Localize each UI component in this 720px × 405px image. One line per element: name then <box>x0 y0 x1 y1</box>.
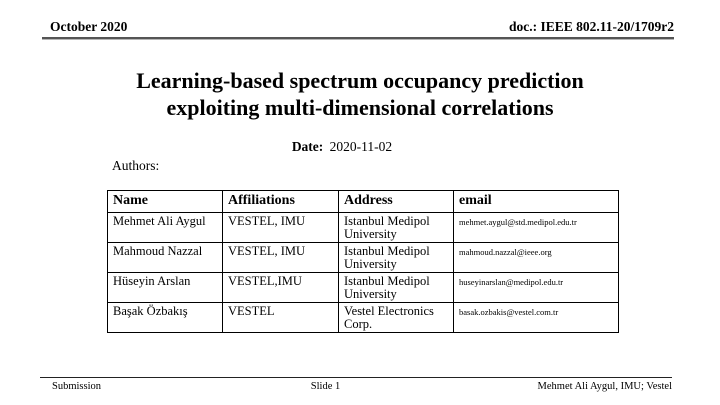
date-label: Date: <box>291 139 324 154</box>
footer-author-credit: Mehmet Ali Aygul, IMU; Vestel <box>537 381 673 392</box>
address-cell: Istanbul Medipol University <box>338 242 454 273</box>
header-month-year: October 2020 <box>50 19 128 34</box>
table-row: Hüseyin Arslan VESTEL,IMU Istanbul Medip… <box>107 272 619 303</box>
table-row: Mahmoud Nazzal VESTEL, IMU Istanbul Medi… <box>107 242 619 273</box>
name-cell: Başak Özbakış <box>107 302 223 333</box>
date-line: Date: 2020-11-02 <box>0 139 684 155</box>
email-cell: mehmet.aygul@std.medipol.edu.tr <box>453 212 619 243</box>
affiliations-cell: VESTEL, IMU <box>222 242 339 273</box>
date-value: 2020-11-02 <box>329 139 393 154</box>
affiliations-cell: VESTEL, IMU <box>222 212 339 243</box>
name-cell: Mahmoud Nazzal <box>107 242 223 273</box>
table-row: Başak Özbakış VESTEL Vestel Electronics … <box>107 302 619 333</box>
address-cell: Istanbul Medipol University <box>338 212 454 243</box>
name-cell: Mehmet Ali Aygul <box>107 212 223 243</box>
address-cell: Vestel Electronics Corp. <box>338 302 454 333</box>
affiliations-cell: VESTEL,IMU <box>222 272 339 303</box>
table-row: Mehmet Ali Aygul VESTEL, IMU Istanbul Me… <box>107 212 619 243</box>
email-cell: mahmoud.nazzal@ieee.org <box>453 242 619 273</box>
authors-table: Name Affiliations Address email Mehmet A… <box>107 190 619 333</box>
slide-title-line1: Learning-based spectrum occupancy predic… <box>136 68 584 93</box>
email-cell: huseyinarslan@medipol.edu.tr <box>453 272 619 303</box>
footer-submission-label: Submission <box>52 381 102 392</box>
email-cell: basak.ozbakis@vestel.com.tr <box>453 302 619 333</box>
column-header-affiliations: Affiliations <box>222 190 339 213</box>
affiliations-cell: VESTEL <box>222 302 339 333</box>
column-header-name: Name <box>107 190 223 213</box>
page-footer: Submission Slide 1 Mehmet Ali Aygul, IMU… <box>40 377 672 392</box>
footer-slide-number: Slide 1 <box>310 381 341 392</box>
page-header: October 2020 doc.: IEEE 802.11-20/1709r2 <box>42 19 674 39</box>
table-header-row: Name Affiliations Address email <box>107 190 619 213</box>
address-cell: Istanbul Medipol University <box>338 272 454 303</box>
slide-title-line2: exploiting multi-dimensional correlation… <box>166 95 554 120</box>
slide-title: Learning-based spectrum occupancy predic… <box>0 67 720 121</box>
column-header-email: email <box>453 190 619 213</box>
column-header-address: Address <box>338 190 454 213</box>
name-cell: Hüseyin Arslan <box>107 272 223 303</box>
authors-label: Authors: <box>112 158 160 173</box>
header-doc-number: doc.: IEEE 802.11-20/1709r2 <box>508 19 674 34</box>
